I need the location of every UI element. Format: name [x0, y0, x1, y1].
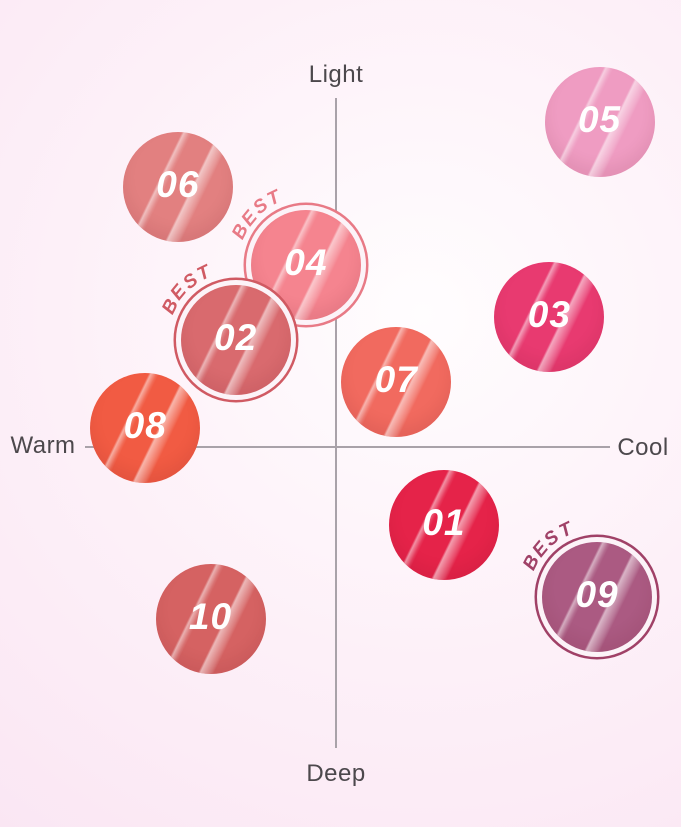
- shade-circle-08[interactable]: 08: [90, 372, 201, 483]
- shade-circle-06[interactable]: 06: [122, 132, 233, 242]
- axis-label-cool: Cool: [617, 434, 669, 461]
- axis-label-light: Light: [308, 61, 364, 88]
- shade-number: 09: [575, 573, 619, 615]
- x-axis-line: [85, 446, 610, 448]
- shade-circle-01[interactable]: 01: [388, 470, 499, 580]
- shade-number: 05: [577, 99, 622, 140]
- shade-circle-09[interactable]: 09: [542, 541, 653, 652]
- shade-number: 01: [422, 502, 466, 543]
- shade-number: 02: [214, 316, 258, 358]
- shade-number: 04: [284, 242, 328, 283]
- y-axis-line: [335, 98, 337, 748]
- shade-circle-07[interactable]: 07: [341, 327, 452, 437]
- axis-label-warm: Warm: [10, 432, 76, 459]
- shade-number: 06: [156, 164, 200, 205]
- shade-circle-03[interactable]: 03: [494, 262, 605, 372]
- shade-number: 07: [374, 359, 418, 400]
- shade-number: 10: [188, 596, 233, 638]
- shade-number: 08: [123, 404, 167, 446]
- shade-circle-02[interactable]: 02: [180, 284, 291, 395]
- shade-circle-05[interactable]: 05: [544, 67, 655, 177]
- shade-circle-04[interactable]: 04: [250, 210, 361, 320]
- shade-circle-10[interactable]: 10: [155, 564, 266, 675]
- axis-label-deep: Deep: [306, 760, 366, 787]
- shade-number: 03: [527, 294, 571, 335]
